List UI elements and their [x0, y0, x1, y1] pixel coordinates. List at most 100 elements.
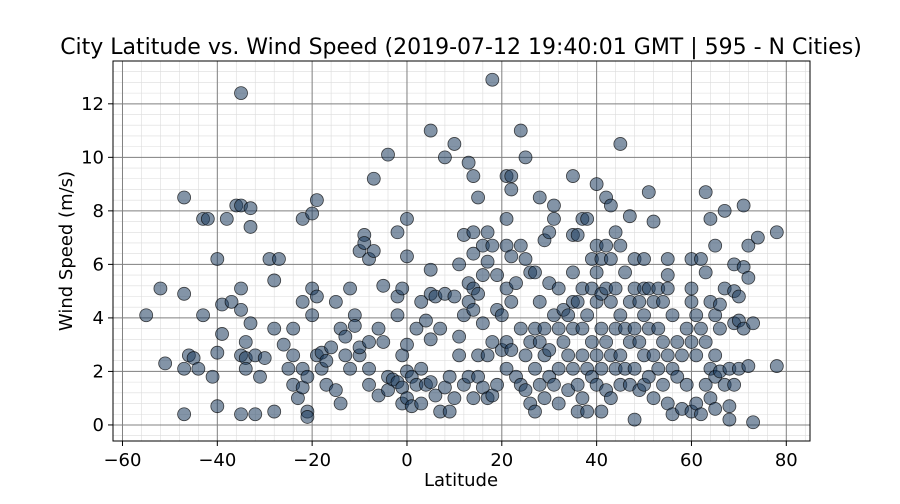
data-point [518, 383, 533, 398]
data-point [736, 198, 751, 213]
data-point [651, 321, 666, 336]
data-point [480, 225, 495, 240]
data-point [627, 321, 642, 336]
data-point [656, 377, 670, 392]
data-point [713, 297, 727, 312]
data-point [253, 369, 267, 384]
data-point [442, 369, 457, 384]
data-point [594, 404, 609, 419]
data-point [684, 294, 699, 309]
data-point [613, 137, 628, 151]
data-point [518, 150, 533, 165]
data-point [485, 72, 500, 87]
data-point [660, 252, 675, 266]
data-point [210, 252, 225, 266]
data-point [694, 252, 708, 266]
data-point [694, 321, 708, 336]
data-point [670, 335, 685, 349]
data-point [238, 361, 253, 376]
data-point [698, 185, 713, 200]
data-point [561, 308, 576, 323]
data-point [717, 203, 732, 218]
data-point [305, 206, 320, 221]
data-point [504, 182, 519, 197]
data-point [347, 319, 362, 333]
x-tick-label: −60 [103, 450, 141, 471]
x-tick-label: 40 [585, 450, 608, 471]
data-point [362, 377, 376, 392]
data-point [575, 391, 590, 406]
data-points [139, 72, 784, 430]
data-point [362, 361, 376, 376]
data-point [215, 327, 229, 341]
data-point [395, 281, 410, 296]
data-point [613, 238, 628, 253]
data-point [504, 169, 519, 183]
data-point [547, 377, 561, 392]
data-point [234, 407, 248, 422]
data-point [599, 238, 614, 253]
data-point [584, 335, 599, 349]
data-point [746, 316, 761, 331]
data-point [603, 391, 618, 406]
data-point [518, 348, 533, 363]
data-point [708, 401, 723, 416]
x-tick-label: 20 [490, 450, 513, 471]
data-point [632, 335, 647, 349]
data-point [177, 190, 192, 205]
data-point [471, 286, 485, 301]
data-point [466, 169, 481, 183]
data-point [513, 238, 528, 253]
data-point [447, 289, 462, 304]
data-point [338, 329, 353, 344]
data-point [518, 252, 533, 266]
data-point [243, 201, 258, 216]
data-point [428, 388, 443, 403]
data-point [376, 335, 391, 349]
data-point [570, 377, 585, 392]
data-point [665, 308, 680, 323]
data-point [627, 412, 642, 427]
data-point [366, 244, 381, 258]
data-point [566, 265, 580, 280]
data-point [637, 308, 651, 323]
y-tick-label: 12 [81, 94, 104, 115]
data-point [400, 249, 414, 264]
data-point [224, 294, 239, 309]
data-point [551, 321, 566, 336]
data-point [670, 369, 685, 384]
data-point [243, 220, 258, 234]
data-point [267, 404, 282, 419]
data-point [442, 404, 457, 419]
data-point [708, 238, 723, 253]
data-point [603, 252, 618, 266]
data-point [324, 340, 339, 355]
data-point [419, 313, 433, 328]
data-point [414, 361, 429, 376]
data-point [366, 171, 381, 186]
data-point [708, 348, 723, 363]
data-point [343, 361, 357, 376]
data-point [641, 369, 656, 384]
y-tick-label: 10 [81, 147, 104, 168]
data-point [684, 281, 699, 296]
data-point [390, 225, 405, 240]
data-point [580, 308, 595, 323]
y-tick-label: 2 [93, 361, 104, 382]
data-point [727, 377, 742, 392]
data-point [703, 211, 718, 226]
data-point [177, 407, 192, 422]
data-point [566, 169, 580, 183]
data-point [267, 273, 282, 288]
data-point [513, 321, 528, 336]
data-point [556, 335, 571, 349]
data-point [305, 308, 320, 323]
data-point [603, 198, 618, 213]
data-point [660, 348, 675, 363]
x-tick-label: −20 [293, 450, 331, 471]
data-point [452, 348, 467, 363]
axis-ticks: −60 −40 −20 0 20 40 60 80 0 2 4 6 8 10 12 [81, 94, 798, 471]
data-point [698, 335, 713, 349]
data-point [542, 343, 557, 357]
